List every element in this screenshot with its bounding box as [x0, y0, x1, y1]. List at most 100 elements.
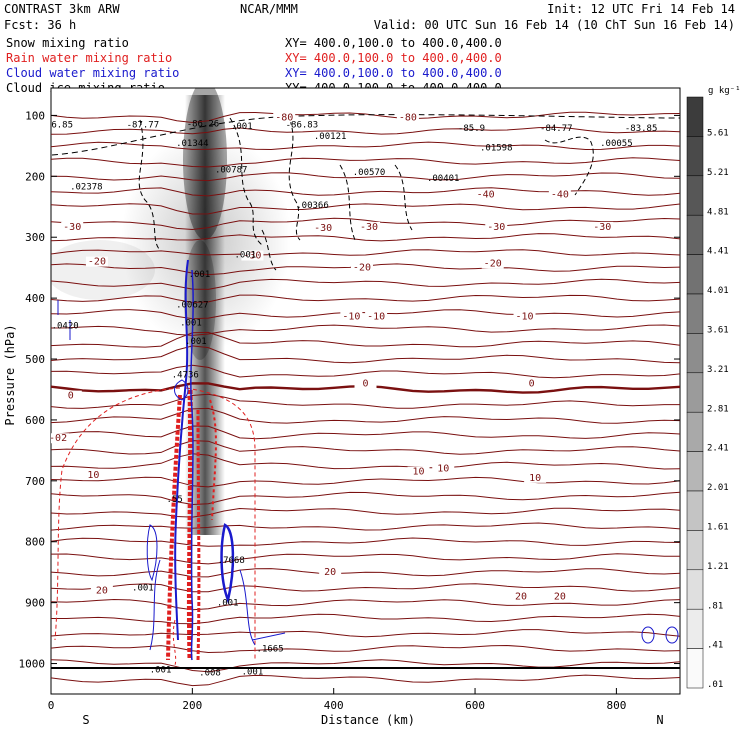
- contour-label: -80: [275, 112, 293, 123]
- colorbar-swatch: [686, 372, 704, 413]
- extrema-label: -87.77: [127, 121, 160, 131]
- ice-contour: [339, 164, 356, 241]
- contour-label-bg: [591, 221, 614, 232]
- snow-shading-column: [185, 95, 225, 535]
- contour-label: -30: [243, 251, 261, 262]
- temperature-line: [51, 111, 680, 124]
- rain-water-contours: [54, 387, 256, 666]
- contour-label-bg: [90, 585, 113, 596]
- extrema-label: .001: [217, 599, 239, 609]
- y-tick-label: 600: [25, 414, 45, 427]
- extrema-label: .001: [185, 337, 207, 347]
- colorbar-swatch: [686, 214, 704, 255]
- contour-label-bg: [407, 466, 430, 477]
- init-time: Init: 12 UTC Fri 14 Feb 14: [547, 2, 735, 16]
- contour-label: 20: [554, 592, 566, 603]
- extrema-label: .001: [189, 270, 211, 280]
- x-tick-label: 600: [465, 699, 485, 712]
- temperature-line: [51, 453, 680, 470]
- extrema-label: .001: [150, 666, 172, 676]
- extrema-label: .4736: [172, 370, 199, 380]
- extrema-label: 86.85: [46, 121, 73, 131]
- contour-label: -30: [487, 222, 505, 233]
- contour-label-bg: [312, 223, 335, 234]
- colorbar-label: 2.41: [707, 444, 729, 454]
- temperature-line: [51, 476, 680, 488]
- valid-time: Valid: 00 UTC Sun 16 Feb 14 (10 ChT Sun …: [374, 18, 735, 32]
- y-tick-label: 400: [25, 292, 45, 305]
- extrema-label: -85.9: [458, 124, 485, 134]
- extrema-label: .001: [180, 319, 202, 329]
- ice-contour: [51, 114, 680, 156]
- colorbar-label: .41: [707, 641, 723, 651]
- temperature-line: [51, 172, 680, 182]
- ice-contour: [288, 119, 301, 241]
- x-axis-right-end: N: [656, 713, 663, 727]
- field-xy: XY= 400.0,100.0 to 400.0,400.0: [285, 36, 502, 50]
- field-name: Rain water mixing ratio: [6, 51, 172, 65]
- extrema-label: .7668: [218, 556, 245, 566]
- cloud-contour: [174, 379, 189, 401]
- contour-label-bg: [474, 189, 497, 200]
- cloud-contour: [57, 300, 71, 340]
- cloud-contour: [149, 559, 161, 651]
- colorbar-label: .81: [707, 601, 723, 611]
- colorbar-swatch: [686, 569, 704, 610]
- ice-contour: [544, 136, 594, 196]
- colorbar-label: 4.41: [707, 247, 729, 257]
- y-tick-label: 300: [25, 231, 45, 244]
- extrema-label: .0420: [52, 322, 79, 332]
- colorbar-label: 2.81: [707, 404, 729, 414]
- temperature-line: [51, 203, 680, 215]
- y-tick-label: 500: [25, 353, 45, 366]
- colorbar-unit: g kg⁻¹: [708, 86, 740, 96]
- temperature-line: [51, 598, 680, 611]
- contour-label-bg: [548, 189, 571, 200]
- colorbar-label: 3.61: [707, 325, 729, 335]
- contour-label: -40: [551, 190, 569, 201]
- y-tick-label: 100: [25, 109, 45, 122]
- colorbar-label: 4.81: [707, 207, 729, 217]
- contour-label: -80: [399, 112, 417, 123]
- contour-label: -20: [484, 258, 502, 269]
- contour-label: 10: [87, 470, 99, 481]
- contour-label-bg: [354, 378, 377, 389]
- contour-label: -10: [367, 311, 385, 322]
- x-tick-label: 400: [324, 699, 344, 712]
- center-label: NCAR/MMM: [240, 2, 298, 16]
- colorbar-label: 1.21: [707, 562, 729, 572]
- contour-label-bg: [241, 250, 264, 261]
- extrema-labels: 86.85 -87.77 -86.26 .001 -86.83 -85.9 -84.77 -8…: [46, 119, 657, 678]
- extrema-label: .00121: [314, 132, 347, 142]
- contour-label: -20: [88, 257, 106, 268]
- colorbar-label: 3.21: [707, 365, 729, 375]
- contour-label-bg: [365, 311, 388, 322]
- temperature-line: [51, 345, 680, 364]
- colorbar-label: 5.61: [707, 128, 729, 138]
- contour-label: 20: [515, 592, 527, 603]
- temperature-line: [51, 674, 680, 687]
- snow-shading-west: [51, 240, 155, 300]
- y-tick-label: 200: [25, 170, 45, 183]
- cloud-contour: [251, 632, 286, 641]
- ice-contour: [229, 117, 263, 246]
- temperature-line: [51, 157, 680, 168]
- extrema-label: .01598: [480, 144, 513, 154]
- rain-contour: [186, 389, 194, 661]
- extrema-label: .55: [167, 495, 183, 505]
- temperature-line: [51, 249, 680, 256]
- colorbar-swatch: [686, 490, 704, 531]
- contour-label-bg: [513, 311, 536, 322]
- cloud-contour: [174, 259, 189, 641]
- temperature-line: [51, 553, 680, 565]
- contour-label: 0: [68, 391, 74, 402]
- contour-label: -20: [353, 263, 371, 274]
- contour-label: -30: [360, 222, 378, 233]
- cloud-contour: [220, 523, 235, 605]
- contour-label: -30: [593, 222, 611, 233]
- contour-label: -10: [515, 311, 533, 322]
- temperature-line: [51, 425, 680, 440]
- temperature-line: [51, 568, 680, 578]
- contour-label: -10: [342, 311, 360, 322]
